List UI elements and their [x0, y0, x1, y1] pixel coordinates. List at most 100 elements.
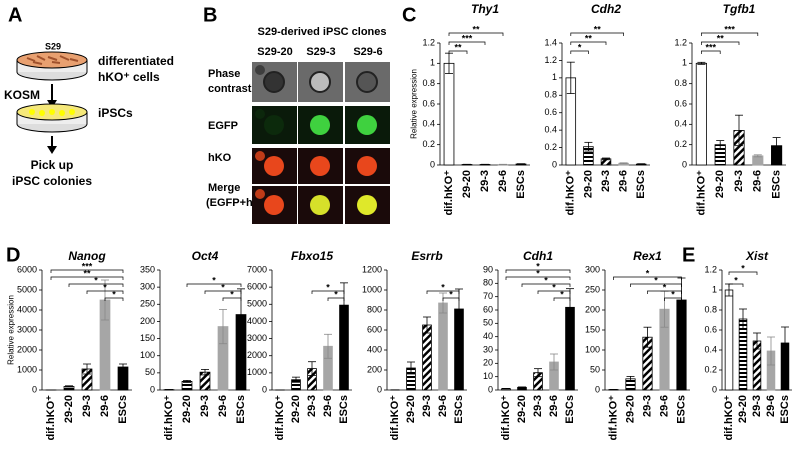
y-tick-label: 1.4 — [544, 37, 557, 47]
panel-title: S29-derived iPSC clones — [258, 26, 387, 38]
significance-label: * — [334, 289, 338, 299]
x-tick-label: dif.hKO⁺ — [45, 395, 57, 441]
panel-label: E — [682, 244, 695, 266]
y-tick-label: 0 — [712, 384, 717, 394]
x-tick-label: 29-6 — [217, 395, 229, 417]
colony — [310, 115, 330, 135]
y-tick-label: 1.2 — [544, 55, 557, 65]
y-tick-label: 100 — [140, 350, 155, 360]
significance-label: ** — [717, 33, 725, 43]
y-tick-label: 0 — [430, 159, 435, 169]
y-tick-label: 60 — [483, 304, 493, 314]
bar — [738, 318, 748, 391]
y-tick-label: 0.2 — [544, 142, 557, 152]
y-axis-label: Relative expression — [410, 69, 419, 139]
y-tick-label: 50 — [590, 364, 600, 374]
x-tick-label: dif.hKO⁺ — [163, 395, 175, 441]
y-tick-label: 0 — [488, 384, 493, 394]
bar — [438, 302, 448, 391]
y-tick-label: 150 — [140, 333, 155, 343]
row-header: Phase — [208, 68, 240, 80]
bar — [724, 289, 734, 391]
y-tick-label: 0.2 — [704, 364, 717, 374]
x-tick-label: 29-3 — [733, 170, 745, 192]
significance-label: * — [536, 261, 540, 271]
significance-label: * — [449, 289, 453, 299]
y-axis-label: Relative expression — [6, 295, 15, 365]
y-tick-label: 0.8 — [422, 78, 435, 88]
significance-bracket — [647, 290, 682, 294]
text: iPSCs — [98, 106, 133, 120]
x-tick-label: 29-3 — [421, 395, 433, 417]
x-tick-label: 29-3 — [600, 170, 612, 192]
chart-title: Esrrb — [411, 249, 442, 263]
y-tick-label: 10 — [483, 371, 493, 381]
significance-label: * — [552, 282, 556, 292]
x-tick-label: 29-20 — [624, 395, 636, 423]
significance-bracket — [86, 290, 124, 294]
x-tick-label: 29-3 — [199, 395, 211, 417]
significance-label: ** — [83, 268, 91, 278]
y-tick-label: 0.8 — [704, 304, 717, 314]
significance-label: *** — [724, 24, 735, 34]
x-tick-label: 29-20 — [63, 395, 75, 423]
significance-bracket — [104, 297, 124, 301]
significance-label: * — [663, 282, 667, 292]
bar — [443, 62, 455, 166]
y-tick-label: 0 — [595, 384, 600, 394]
significance-label: * — [326, 282, 330, 292]
significance-bracket — [204, 290, 242, 294]
text: iPSC colonies — [12, 174, 92, 188]
y-tick-label: 1 — [712, 284, 717, 294]
significance-bracket — [570, 41, 607, 45]
colony — [309, 71, 331, 93]
bar — [695, 62, 707, 166]
chart-title: Cdh2 — [591, 2, 621, 16]
significance-bracket — [728, 271, 758, 275]
column-header: S29-20 — [257, 46, 292, 58]
y-tick-label: 50 — [145, 367, 155, 377]
micrographs — [252, 62, 390, 224]
colony — [255, 189, 265, 199]
significance-label: ** — [594, 24, 602, 34]
row-header: hKO — [208, 152, 232, 164]
bar — [117, 366, 129, 391]
y-tick-label: 350 — [140, 264, 155, 274]
x-tick-label: ESCs — [564, 395, 576, 424]
y-tick-label: 1 — [430, 58, 435, 68]
significance-label: * — [230, 289, 234, 299]
x-tick-label: ESCs — [338, 395, 350, 424]
significance-label: ** — [454, 42, 462, 52]
x-tick-label: 29-6 — [752, 170, 764, 192]
y-tick-label: 0.6 — [704, 324, 717, 334]
significance-bracket — [448, 50, 468, 54]
colony — [357, 195, 377, 215]
schematic: S29 differentiated hKO⁺ cells KOSM iPSCs… — [4, 41, 174, 188]
x-tick-label: 29-3 — [641, 395, 653, 417]
y-tick-label: 150 — [585, 324, 600, 334]
chart-title: Nanog — [68, 249, 106, 263]
y-tick-label: 80 — [483, 278, 493, 288]
significance-label: *** — [82, 261, 93, 271]
y-tick-label: 6000 — [247, 282, 267, 292]
y-tick-label: 0.6 — [674, 98, 687, 108]
x-tick-label: dif.hKO⁺ — [723, 395, 735, 441]
significance-label: * — [646, 268, 650, 278]
colony — [264, 115, 284, 135]
y-tick-label: 40 — [483, 331, 493, 341]
y-tick-label: 0 — [682, 159, 687, 169]
y-tick-label: 0 — [262, 384, 267, 394]
text: hKO⁺ cells — [98, 70, 160, 84]
x-tick-label: 29-20 — [737, 395, 749, 423]
significance-bracket — [186, 283, 242, 287]
chart-title: Thy1 — [471, 2, 499, 16]
significance-label: * — [654, 275, 658, 285]
chart-title: Tgfb1 — [723, 2, 756, 16]
y-tick-label: 6000 — [17, 264, 37, 274]
x-tick-label: 29-6 — [765, 395, 777, 417]
significance-bracket — [553, 297, 571, 301]
significance-label: * — [578, 42, 582, 52]
x-tick-label: dif.hKO⁺ — [500, 395, 512, 441]
chart-title: Xist — [745, 249, 769, 263]
